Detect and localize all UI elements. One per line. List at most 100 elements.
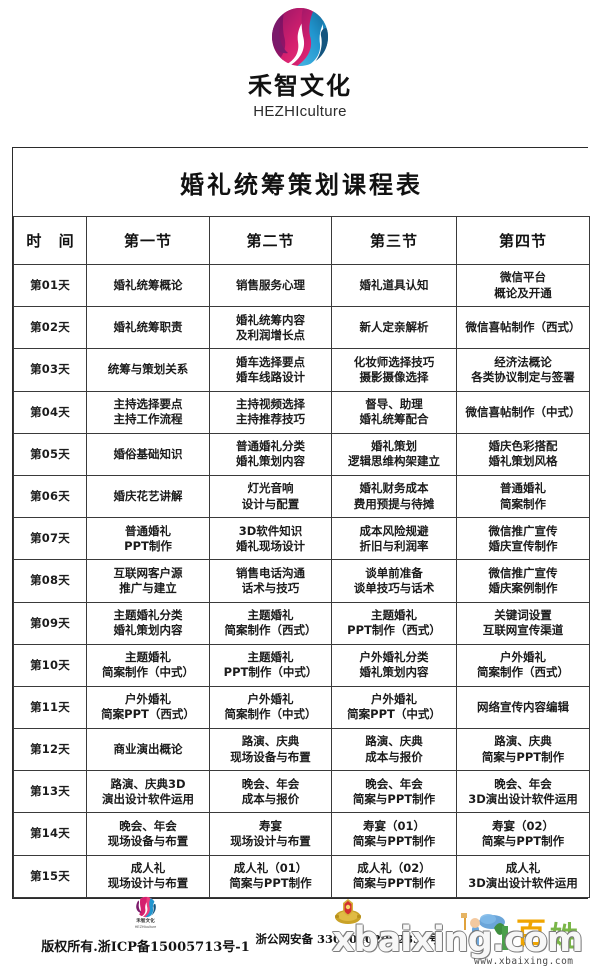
cell-line: 简案与PPT制作 xyxy=(481,749,565,764)
cell-period-2: 婚礼统筹内容 及利润增长点 xyxy=(209,306,332,350)
cell-line: 微信平台 xyxy=(500,270,547,285)
hezhi-swirl-logo-icon xyxy=(263,6,337,68)
cell-period-1: 路演、庆典3D 演出设计软件运用 xyxy=(86,770,210,814)
cell-period-3: 户外婚礼分类 婚礼策划内容 xyxy=(331,643,457,687)
footer-logo-name-en: HEZHIculture xyxy=(134,924,157,929)
cell-period-4: 关键词设置 互联网宣传渠道 xyxy=(455,601,591,645)
cell-line: 简案与PPT制作 xyxy=(352,791,436,806)
cell-line: 户外婚礼 xyxy=(247,692,294,707)
cell-line: 关键词设置 xyxy=(494,607,552,622)
cell-line: 现场设计与布置 xyxy=(230,834,311,849)
cell-line: 谈单前准备 xyxy=(365,565,423,580)
brand-name-en: HEZHIculture xyxy=(253,103,347,120)
cell-period-4: 网络宣传内容编辑 xyxy=(455,685,591,730)
cell-period-4: 微信推广宣传 婚庆案例制作 xyxy=(455,559,591,603)
cell-day: 第11天 xyxy=(13,685,87,730)
table-row: 第08天 互联网客户源 推广与建立 销售电话沟通 话术与技巧 谈单前准备 谈单技巧与话术 微信… xyxy=(13,559,591,603)
cell-line: 晚会、年会 xyxy=(241,776,300,791)
cell-line: 婚俗基础知识 xyxy=(113,446,183,461)
cell-period-4: 户外婚礼 简案制作（西式） xyxy=(455,643,591,687)
column-header-time: 时 间 xyxy=(13,216,87,265)
table-header-row: 时 间 第一节 第二节 第三节 第四节 xyxy=(13,216,591,265)
table-row: 第04天 主持选择要点 主持工作流程 主持视频选择 主持推荐技巧 督导、助理 婚礼统筹配合微… xyxy=(13,390,591,434)
cell-line: 3D演出设计软件运用 xyxy=(468,791,578,806)
cell-line: 婚礼策划内容 xyxy=(236,454,305,469)
cell-line: 简案与PPT制作 xyxy=(352,834,436,849)
cell-line: PPT制作 xyxy=(124,538,172,553)
cell-period-2: 普通婚礼分类 婚礼策划内容 xyxy=(209,432,332,476)
table-row: 第14天 晚会、年会 现场设备与布置 寿宴 现场设计与布置 寿宴（01） 简案与PPT制作寿… xyxy=(13,812,591,856)
cell-line: 普通婚礼 xyxy=(125,523,171,538)
cell-period-3: 晚会、年会 简案与PPT制作 xyxy=(331,770,457,814)
cell-period-2: 成人礼（01） 简案与PPT制作 xyxy=(209,854,332,898)
cell-line: 简案与PPT制作 xyxy=(352,876,436,891)
cell-period-4: 成人礼 3D演出设计软件运用 xyxy=(455,854,591,898)
cell-line: 主持推荐技巧 xyxy=(236,412,305,427)
cell-period-2: 灯光音响 设计与配置 xyxy=(209,474,332,519)
table-row: 第10天 主题婚礼 简案制作（中式） 主题婚礼 PPT制作（中式） 户外婚礼分类 婚礼策划内… xyxy=(13,643,591,687)
brand-header: 禾智文化 HEZHIculture xyxy=(0,0,600,140)
cell-period-3: 婚礼财务成本 费用预提与待摊 xyxy=(331,474,457,519)
schedule-body: 第01天 婚礼统筹概论 销售服务心理 婚礼道具认知 微信平台 概论及开通 第02天 婚礼统筹职… xyxy=(13,263,591,898)
cell-period-2: 主题婚礼 PPT制作（中式） xyxy=(209,643,332,687)
cell-line: 成本与报价 xyxy=(241,791,300,806)
cell-line: 推广与建立 xyxy=(119,580,177,595)
table-row: 第13天 路演、庆典3D 演出设计软件运用 晚会、年会 成本与报价 晚会、年会 简案与PPT… xyxy=(13,770,591,814)
cell-line: 主持选择要点 xyxy=(113,396,183,411)
cell-line: 寿宴（02） xyxy=(492,818,555,833)
cell-line: 演出设计软件运用 xyxy=(102,791,194,806)
cell-period-3: 成本风险规避 折旧与利润率 xyxy=(331,517,457,561)
cell-period-1: 主题婚礼分类 婚礼策划内容 xyxy=(86,601,210,645)
brand-name-cn: 禾智文化 xyxy=(248,72,352,100)
cell-day: 第01天 xyxy=(13,263,87,308)
cell-period-3: 化妆师选择技巧 摄影摄像选择 xyxy=(331,348,457,392)
cell-line: 话术与技巧 xyxy=(241,580,300,595)
cell-period-3: 户外婚礼 简案PPT（中式） xyxy=(331,685,457,730)
cell-line: 普通婚礼分类 xyxy=(236,439,305,454)
table-row: 第06天 婚庆花艺讲解 灯光音响 设计与配置 婚礼财务成本 费用预提与待摊 普通婚礼 简案制作 xyxy=(13,474,591,519)
cell-line: 3D软件知识 xyxy=(238,523,303,538)
cell-line: 婚礼统筹概论 xyxy=(113,278,183,292)
cell-period-2: 3D软件知识 婚礼现场设计 xyxy=(209,517,332,561)
cell-line: 微信推广宣传 xyxy=(488,565,558,580)
footer-copyright-block: 禾智文化 HEZHIculture 版权所有.浙ICP备15005713号-1 xyxy=(38,896,253,955)
cell-line: 主题婚礼 xyxy=(247,650,294,665)
cell-line: 灯光音响 xyxy=(247,481,294,496)
cell-line: 户外婚礼 xyxy=(500,650,547,665)
cell-line: 婚礼统筹职责 xyxy=(113,320,183,335)
cell-line: 主题婚礼 xyxy=(125,650,171,665)
cell-day: 第02天 xyxy=(13,306,87,350)
cell-line: 婚礼道具认知 xyxy=(359,278,429,292)
table-row: 第12天 商业演出概论 路演、庆典 现场设备与布置 路演、庆典 成本与报价 路演、庆典 简案与… xyxy=(13,728,591,772)
footer-logo-name-cn: 禾智文化 xyxy=(136,919,155,924)
cell-line: 成本风险规避 xyxy=(359,523,429,538)
cell-line: 简案制作（西式） xyxy=(477,665,570,680)
cell-line: 新人定亲解析 xyxy=(359,320,429,335)
cell-line: 婚礼现场设计 xyxy=(236,538,305,553)
cell-period-3: 婚礼策划 逻辑思维构架建立 xyxy=(331,432,457,476)
course-schedule-table: 婚礼统筹策划课程表 时 间 第一节 第二节 第三节 第四节 第01天 婚礼统筹概论… xyxy=(13,148,591,898)
cell-period-1: 婚礼统筹职责 xyxy=(86,306,210,350)
cell-period-1: 主持选择要点 主持工作流程 xyxy=(86,390,210,434)
cell-line: 化妆师选择技巧 xyxy=(353,354,435,369)
cell-period-3: 路演、庆典 成本与报价 xyxy=(331,728,457,772)
cell-line: 成本与报价 xyxy=(365,749,423,764)
cell-line: 督导、助理 xyxy=(365,396,423,411)
cell-line: 路演、庆典3D xyxy=(110,776,186,791)
cell-line: 婚礼统筹配合 xyxy=(359,412,429,427)
cell-line: 婚庆宣传制作 xyxy=(488,538,558,553)
cell-period-4: 晚会、年会 3D演出设计软件运用 xyxy=(455,770,591,814)
cell-line: 微信喜帖制作（中式） xyxy=(465,404,581,419)
cell-line: 成人礼 xyxy=(505,861,541,876)
cell-line: 晚会、年会 xyxy=(494,776,552,791)
table-row: 第11天 户外婚礼 简案PPT（西式） 户外婚礼 简案制作（中式） 户外婚礼 简案PPT（中… xyxy=(13,685,591,730)
column-header-period-1: 第一节 xyxy=(86,216,210,265)
cell-line: 婚庆色彩搭配 xyxy=(488,439,558,454)
cell-period-1: 婚礼统筹概论 xyxy=(86,263,210,308)
cell-line: 折旧与利润率 xyxy=(359,538,429,553)
cell-period-3: 成人礼（02） 简案与PPT制作 xyxy=(331,854,457,898)
cell-line: 互联网宣传渠道 xyxy=(482,623,564,638)
cell-period-1: 主题婚礼 简案制作（中式） xyxy=(86,643,210,687)
cell-line: 网络宣传内容编辑 xyxy=(477,699,570,714)
table-row: 第03天 统筹与策划关系 婚车选择要点 婚车线路设计 化妆师选择技巧 摄影摄像选择 经济法概… xyxy=(13,348,591,392)
